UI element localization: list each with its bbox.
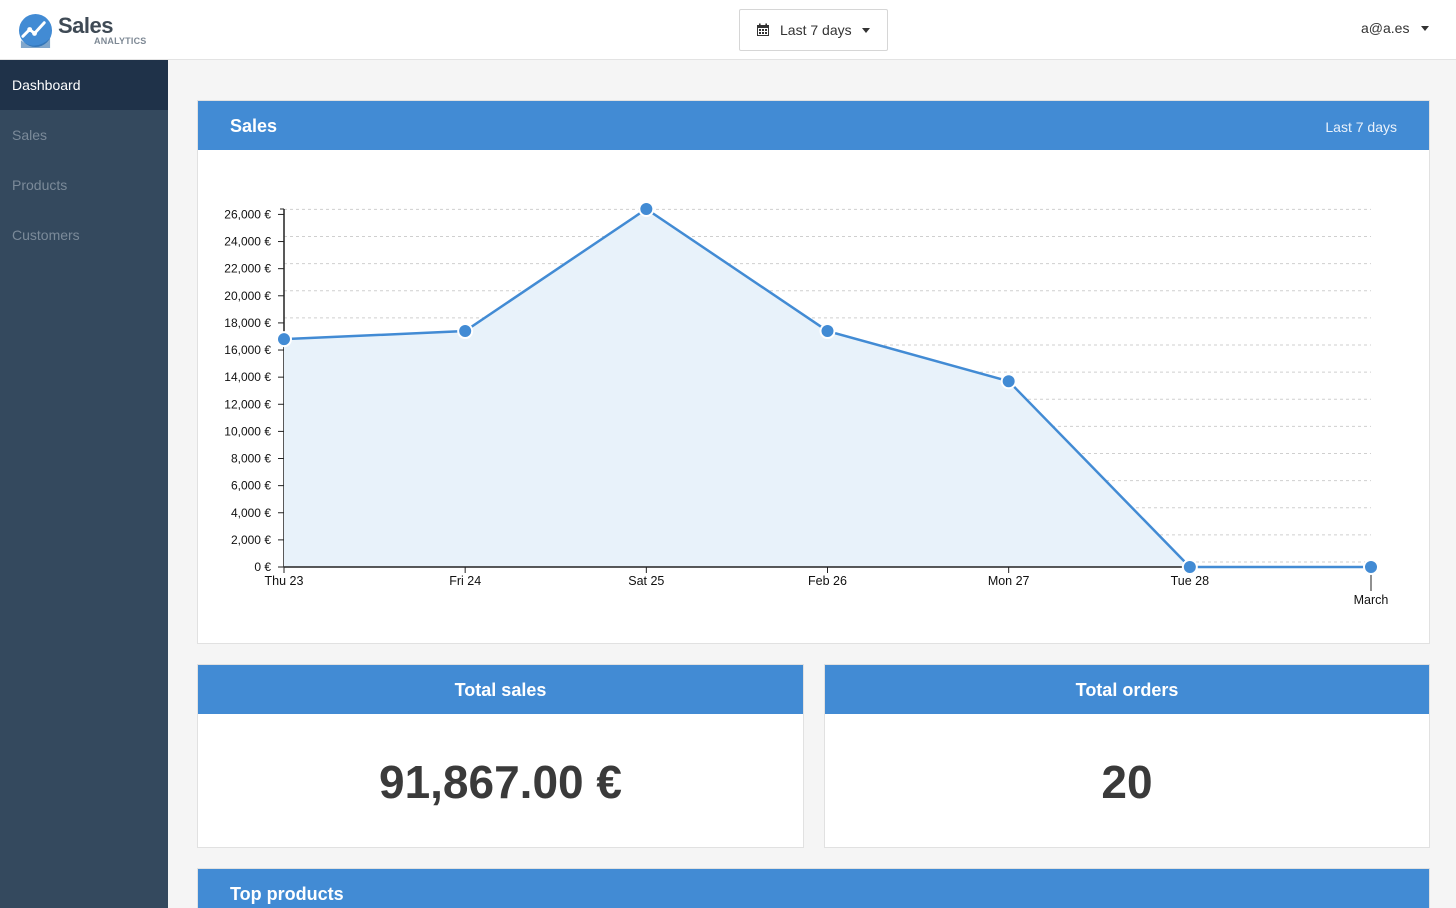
top-products-header: Top products xyxy=(198,869,1429,908)
panel-title: Top products xyxy=(230,884,344,904)
panel-title: Sales xyxy=(230,116,278,136)
card-title: Total orders xyxy=(1075,680,1179,700)
y-tick-label: 16,000 € xyxy=(224,343,271,357)
x-tick-label: Thu 23 xyxy=(265,574,304,588)
total-sales-value: 91,867.00 € xyxy=(378,756,622,808)
data-point xyxy=(1181,559,1198,575)
data-point xyxy=(457,323,474,340)
y-tick-label: 12,000 € xyxy=(224,397,271,411)
y-tick-label: 2,000 € xyxy=(231,533,271,547)
user-menu[interactable]: a@a.es xyxy=(1361,20,1430,36)
data-point xyxy=(276,331,292,348)
sidebar-item-dashboard[interactable]: Dashboard xyxy=(0,60,168,110)
sales-chart: 0 € 2,000 € 4,000 € 6,000 € 8,000 € 10,000 € 1… xyxy=(224,201,1389,607)
sales-chart-panel: Sales Last 7 days 0 € 2,000 € 4,000 € 6,000… xyxy=(197,100,1430,644)
y-tick-label: 4,000 € xyxy=(231,506,271,520)
x-tick-label: March xyxy=(1354,593,1389,607)
card-title: Total sales xyxy=(454,680,547,700)
app-logo[interactable]: Sales ANALYTICS xyxy=(18,11,158,49)
total-orders-card: Total orders 20 xyxy=(824,664,1430,848)
y-tick-label: 22,000 € xyxy=(224,262,271,276)
x-tick-label: Tue 28 xyxy=(1171,574,1210,588)
top-bar: Sales ANALYTICS Last 7 days a@a.es xyxy=(0,0,1456,60)
y-tick-label: 26,000 € xyxy=(224,207,271,221)
x-tick-label: Fri 24 xyxy=(449,574,481,588)
panel-range-label: Last 7 days xyxy=(1325,119,1397,135)
data-point xyxy=(1000,373,1017,390)
date-range-dropdown[interactable]: Last 7 days xyxy=(739,9,888,51)
y-tick-label: 20,000 € xyxy=(224,289,271,303)
y-tick-label: 18,000 € xyxy=(224,316,271,330)
y-tick-label: 6,000 € xyxy=(231,479,271,493)
data-point xyxy=(819,323,836,340)
calendar-icon xyxy=(757,23,769,36)
logo-title: Sales xyxy=(58,13,114,38)
sales-panel-header: Sales Last 7 days xyxy=(198,101,1429,150)
y-tick-label: 0 € xyxy=(254,560,271,574)
x-tick-label: Mon 27 xyxy=(988,574,1030,588)
sidebar-item-products[interactable]: Products xyxy=(12,177,68,193)
x-tick-label: Sat 25 xyxy=(628,574,664,588)
sidebar-item-customers[interactable]: Customers xyxy=(12,227,80,243)
y-tick-label: 8,000 € xyxy=(231,452,271,466)
sidebar: Dashboard Sales Products Customers xyxy=(0,60,168,908)
data-point xyxy=(1363,559,1379,575)
y-tick-label: 10,000 € xyxy=(224,424,271,438)
y-tick-label: 24,000 € xyxy=(224,235,271,249)
chevron-down-icon xyxy=(1421,25,1430,31)
trend-logo-icon xyxy=(18,13,53,48)
logo-subtitle: ANALYTICS xyxy=(94,36,147,46)
data-point xyxy=(638,201,655,217)
total-orders-header: Total orders xyxy=(825,665,1429,714)
y-tick-label: 14,000 € xyxy=(224,370,271,384)
total-sales-card: Total sales 91,867.00 € xyxy=(197,664,804,848)
date-range-label: Last 7 days xyxy=(780,22,852,38)
user-email: a@a.es xyxy=(1361,20,1410,36)
top-products-panel: Top products xyxy=(197,868,1430,908)
total-sales-header: Total sales xyxy=(198,665,803,714)
total-orders-value: 20 xyxy=(1101,756,1153,808)
sales-area xyxy=(284,209,1371,567)
x-tick-label: Feb 26 xyxy=(808,574,847,588)
sidebar-item-sales[interactable]: Sales xyxy=(12,127,48,143)
chevron-down-icon xyxy=(861,27,870,33)
